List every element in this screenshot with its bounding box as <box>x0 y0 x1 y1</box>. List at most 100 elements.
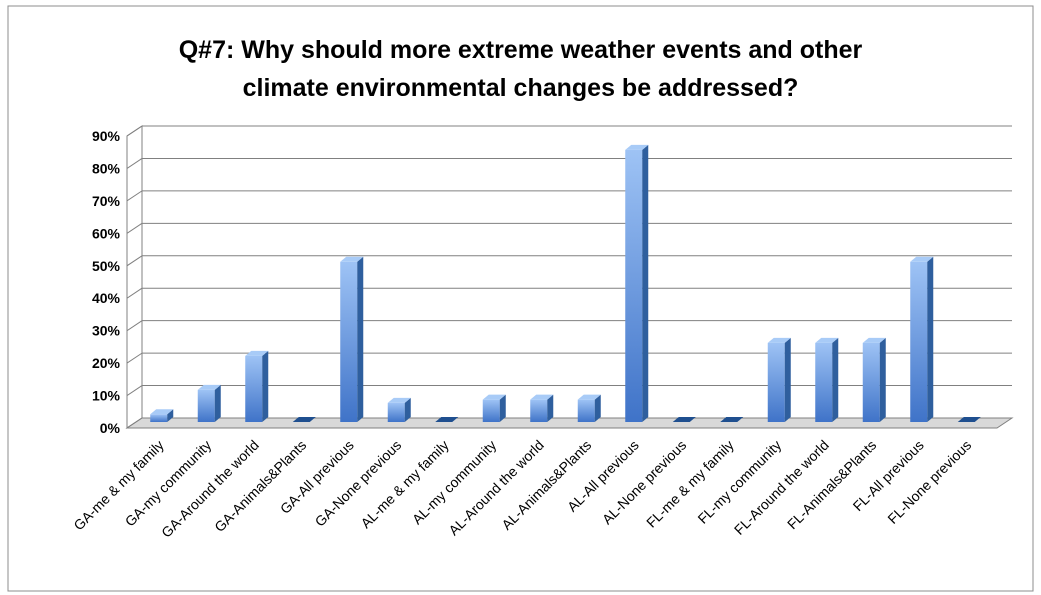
bar-front <box>625 149 643 422</box>
bar-top <box>625 144 649 150</box>
bar-front <box>862 342 880 422</box>
bar-top <box>340 256 364 262</box>
gridline-side <box>126 385 143 396</box>
x-tick-label: FL-Animals&Plants <box>784 437 879 532</box>
side-wall <box>126 125 143 429</box>
bar <box>862 337 886 422</box>
bar-front <box>482 399 500 422</box>
bar-side <box>167 409 174 422</box>
bar-flat <box>672 417 696 422</box>
x-tick-label: GA-me & my family <box>70 437 167 534</box>
y-axis-ticks: 0% 10% 20% 30% 40% 50% 60% 70% 80% 90% <box>92 128 121 436</box>
gridline-side <box>126 417 143 429</box>
gridline-side <box>126 287 143 299</box>
bar <box>482 394 506 422</box>
bar-front <box>197 389 215 422</box>
bar-top <box>482 394 506 400</box>
bar-top <box>577 394 601 400</box>
x-tick-label: GA-None previous <box>312 437 405 530</box>
bar <box>815 337 839 422</box>
bar <box>245 350 269 422</box>
gridline-side <box>126 320 143 332</box>
x-tick-label: FL-my community <box>694 437 784 527</box>
bar-top <box>767 337 791 343</box>
chart-title-line-1: Q#7: Why should more extreme weather eve… <box>178 36 863 64</box>
bar-front <box>530 399 548 422</box>
bar <box>150 409 174 422</box>
bar-side <box>547 394 554 422</box>
x-tick-label: GA-Animals&Plants <box>211 437 309 535</box>
x-tick-label: AL-my community <box>409 437 500 528</box>
bar-top <box>245 350 269 356</box>
bars <box>150 144 981 422</box>
bar <box>197 384 221 422</box>
bar-side <box>594 394 601 422</box>
bar <box>625 144 649 422</box>
y-tick-label: 60% <box>92 225 121 241</box>
bar <box>530 394 554 422</box>
x-tick-label: AL-None previous <box>599 437 690 528</box>
bar <box>720 417 744 422</box>
bar-flat <box>957 417 981 422</box>
bar-side <box>262 350 269 422</box>
bar <box>577 394 601 422</box>
bar-flat <box>292 417 316 422</box>
gridline-side <box>126 255 143 267</box>
y-tick-label: 10% <box>92 388 121 404</box>
y-tick-label: 80% <box>92 160 121 176</box>
bar-top <box>910 256 934 262</box>
y-tick-label: 50% <box>92 258 121 274</box>
x-tick-label: AL-Animals&Plants <box>498 437 594 533</box>
x-tick-label: FL-None previous <box>884 437 974 527</box>
x-tick-label: GA-my community <box>122 437 215 530</box>
bar <box>340 256 364 422</box>
bar-side <box>499 394 506 422</box>
bar <box>435 417 459 422</box>
bar-side <box>214 384 221 422</box>
bar-side <box>404 397 411 422</box>
bar <box>767 337 791 422</box>
y-tick-label: 90% <box>92 128 121 144</box>
bar <box>387 397 411 422</box>
y-tick-label: 70% <box>92 193 121 209</box>
y-tick-label: 40% <box>92 290 121 306</box>
bar-front <box>910 261 928 422</box>
bar-front <box>150 414 168 422</box>
bar <box>292 417 316 422</box>
bar-front <box>815 342 833 422</box>
bar-flat <box>435 417 459 422</box>
y-tick-label: 20% <box>92 355 121 371</box>
bar <box>910 256 934 422</box>
bar-front <box>340 261 358 422</box>
bar-top <box>387 397 411 403</box>
bar-front <box>387 402 405 422</box>
gridline-side <box>126 222 143 234</box>
x-tick-label: FL-me & my family <box>643 437 737 531</box>
bar-side <box>784 337 791 422</box>
chart-title-line-2: climate environmental changes be address… <box>242 74 799 102</box>
bar-top <box>150 409 174 415</box>
bar-top <box>862 337 886 343</box>
bar-front <box>767 342 785 422</box>
bar-side <box>879 337 886 422</box>
gridline-side <box>126 190 143 202</box>
bar-side <box>927 256 934 422</box>
bar-top <box>530 394 554 400</box>
gridline-side <box>126 352 143 364</box>
bar-flat <box>720 417 744 422</box>
gridline-side <box>126 125 143 137</box>
bar <box>672 417 696 422</box>
bar-top <box>815 337 839 343</box>
chart-border <box>7 5 1034 592</box>
bar-front <box>245 355 263 422</box>
bar-side <box>357 256 364 422</box>
bar <box>957 417 981 422</box>
x-tick-label: AL-me & my family <box>357 437 451 531</box>
bar-side <box>642 144 649 422</box>
y-tick-label: 0% <box>100 420 121 436</box>
bar-top <box>197 384 221 390</box>
bar-side <box>832 337 839 422</box>
